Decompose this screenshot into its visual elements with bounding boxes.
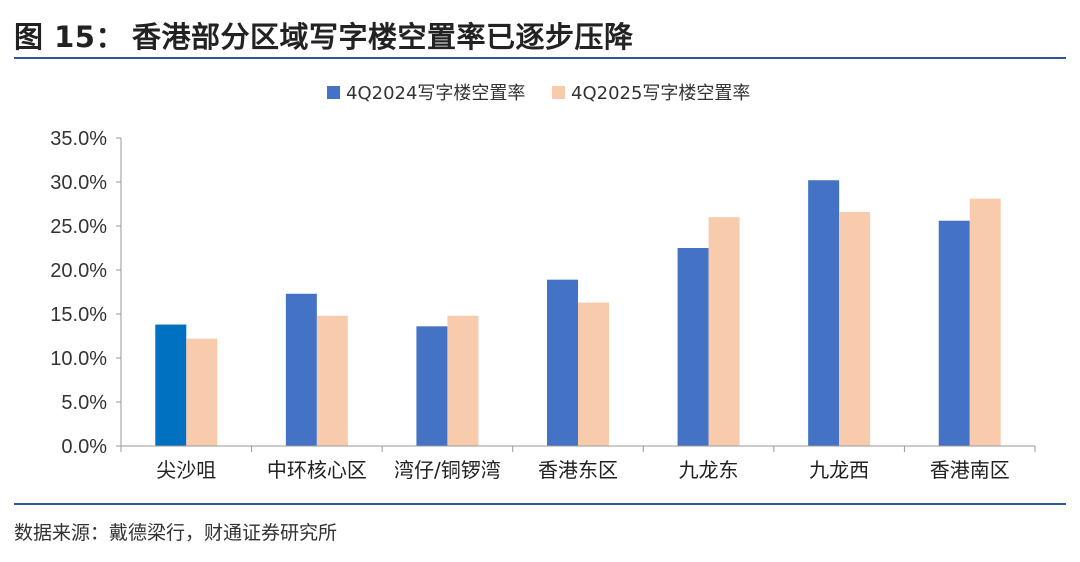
legend: 4Q2024写字楼空置率 4Q2025写字楼空置率 [327,83,750,104]
x-category-label: 九龙东 [679,458,739,482]
bar-4q2024 [547,279,578,446]
bar-4q2024 [938,220,970,446]
y-tick-label: 20.0% [50,260,107,282]
bar-4q2025 [186,338,218,446]
bar-4q2024 [808,180,840,447]
bars [155,180,1001,447]
bar-4q2025 [316,315,348,446]
figure-title-text: 香港部分区域写字楼空置率已逐步压降 [132,20,634,54]
x-category-label: 九龙西 [809,458,869,482]
x-category-label: 尖沙咀 [156,458,216,482]
bar-4q2024 [155,324,187,446]
y-tick-label: 30.0% [50,172,107,194]
y-axis: 0.0% 5.0% 10.0% 15.0% 20.0% 25.0% 30.0% 35.0% [50,128,122,458]
legend-swatch-2025 [552,86,565,99]
y-tick-label: 10.0% [50,348,107,370]
title-rule [14,57,1066,59]
bar-4q2024 [416,326,448,446]
bar-4q2025 [969,198,1001,446]
legend-swatch-2024 [327,86,340,99]
y-tick-label: 25.0% [50,216,107,238]
y-tick-label: 5.0% [61,392,107,414]
bar-4q2025 [708,217,740,446]
legend-label-2024: 4Q2024写字楼空置率 [346,83,525,104]
source-note: 数据来源：戴德梁行，财通证券研究所 [14,522,338,544]
figure-title: 图 15： 香港部分区域写字楼空置率已逐步压降 [14,14,634,56]
x-axis: 尖沙咀 中环核心区 湾仔/铜锣湾 香港东区 九龙东 九龙西 香港南区 [120,445,1036,482]
bar-4q2025 [578,302,609,446]
source-rule [14,503,1066,505]
x-category-label: 香港南区 [930,458,1010,482]
bar-4q2024 [677,248,709,446]
y-tick-label: 35.0% [50,128,107,150]
bar-4q2025 [839,211,871,446]
x-category-label: 香港东区 [538,458,618,482]
y-tick-label: 15.0% [50,304,107,326]
legend-label-2025: 4Q2025写字楼空置率 [571,83,750,104]
x-category-label: 中环核心区 [267,458,367,482]
y-tick-label: 0.0% [61,436,107,458]
figure-number: 图 15： [14,20,125,54]
x-category-label: 湾仔/铜锣湾 [394,458,501,482]
bar-4q2024 [285,293,317,446]
bar-4q2025 [447,315,479,446]
